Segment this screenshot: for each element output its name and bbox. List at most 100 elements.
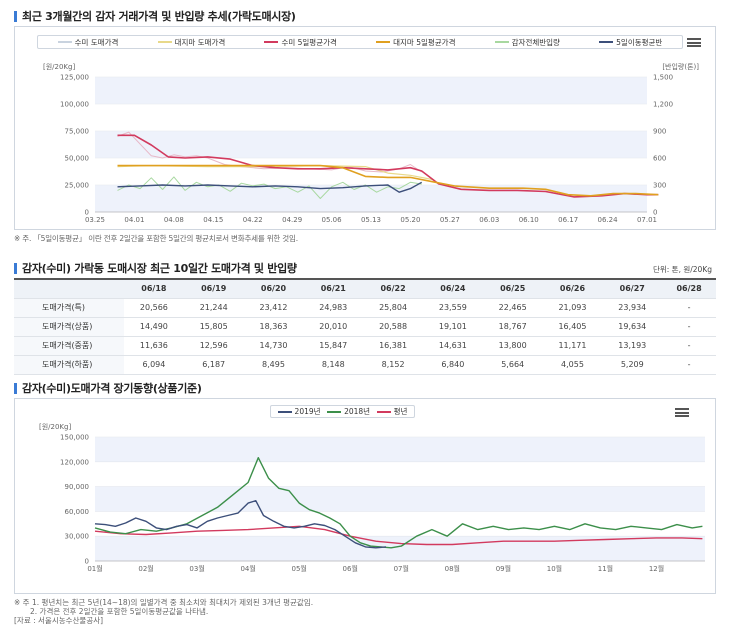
x-tick-label: 11월 <box>598 564 613 573</box>
y-axis-title: [원/20Kg] <box>39 422 71 431</box>
table-header-cell: 06/22 <box>363 278 423 299</box>
series-line <box>94 525 703 546</box>
table-header-cell: 06/18 <box>124 278 184 299</box>
x-tick-label: 05.13 <box>361 216 381 224</box>
y2-tick-label: 0 <box>653 209 657 217</box>
footnote-line-1: ※ 주 1. 평년치는 최근 5년(14~18)의 일별가격 중 최소치와 최대… <box>14 598 314 607</box>
x-tick-label: 03월 <box>189 564 204 573</box>
table-header-row: 06/18 06/19 06/20 06/21 06/22 06/24 06/25 06/26… <box>14 278 716 299</box>
table-cell: 23,934 <box>602 298 663 318</box>
section1-title: 최근 3개월간의 감자 거래가격 및 반입량 추세(가락도매시장) <box>14 8 296 24</box>
table-header-cell <box>14 278 124 299</box>
row-label: 도매가격(상품) <box>14 317 124 337</box>
table-cell: 18,363 <box>243 317 304 337</box>
x-tick-label: 07.01 <box>637 216 657 224</box>
table-row: 도매가격(중품) 11,636 12,596 14,730 15,847 16,381 14… <box>14 336 716 356</box>
legend-swatch <box>264 41 279 43</box>
legend-item[interactable]: 감자전체반입량 <box>494 37 560 48</box>
table-cell: - <box>662 355 716 375</box>
table-cell: 6,840 <box>422 355 483 375</box>
x-tick-label: 04.15 <box>203 216 223 224</box>
x-tick-label: 06.17 <box>558 216 578 224</box>
legend-swatch <box>376 41 391 43</box>
table-cell: 23,412 <box>243 298 304 318</box>
section2-title: 감자(수미) 가락동 도매시장 최근 10일간 도매가격 및 반입량 <box>14 260 297 276</box>
x-tick-label: 09월 <box>496 564 511 573</box>
legend-swatch <box>599 41 614 43</box>
y-tick-label: 75,000 <box>65 128 90 136</box>
x-tick-label: 07월 <box>394 564 409 573</box>
table-cell: 15,847 <box>303 336 364 356</box>
x-tick-label: 12월 <box>649 564 664 573</box>
table-row: 도매가격(상품) 14,490 15,805 18,363 20,010 20,588 19… <box>14 317 716 337</box>
table-header-cell: 06/21 <box>303 278 364 299</box>
table-cell: 6,187 <box>183 355 244 375</box>
grid-band <box>95 437 705 462</box>
row-label: 도매가격(특) <box>14 298 124 318</box>
y-tick-label: 100,000 <box>60 101 89 109</box>
legend-label: 수미 도매가격 <box>74 37 119 47</box>
table-cell: 15,805 <box>183 317 244 337</box>
table-row: 도매가격(특) 20,566 21,244 23,412 24,983 25,804 23,… <box>14 298 716 318</box>
y2-tick-label: 1,200 <box>653 101 673 109</box>
table-cell: 16,405 <box>542 317 603 337</box>
table-header-cell: 06/25 <box>482 278 543 299</box>
legend-item[interactable]: 평년 <box>376 406 408 417</box>
legend-item[interactable]: 수미 5일평균가격 <box>264 37 337 48</box>
x-tick-label: 03.25 <box>85 216 105 224</box>
table-cell: 13,193 <box>602 336 663 356</box>
y2-tick-label: 900 <box>653 128 666 136</box>
legend-item[interactable]: 5일이동평균반 <box>599 37 662 48</box>
table-cell: 16,381 <box>363 336 423 356</box>
table-cell: 6,094 <box>124 355 184 375</box>
legend-label: 수미 5일평균가격 <box>281 37 337 47</box>
section3-title: 감자(수미)도매가격 장기동향(상품기준) <box>14 380 202 396</box>
table-cell: 8,148 <box>303 355 364 375</box>
chart3-menu-icon[interactable] <box>675 408 689 417</box>
legend-swatch <box>157 41 172 43</box>
table-cell: 18,767 <box>482 317 543 337</box>
table-body: 도매가격(특) 20,566 21,244 23,412 24,983 25,804 23,… <box>14 298 716 375</box>
title-bar-icon <box>14 382 17 394</box>
long-term-chart: 2019년 2018년 평년 0 30,000 60,000 90,000 120,000 1… <box>14 398 716 594</box>
chart3-legend: 2019년 2018년 평년 <box>270 405 415 418</box>
y2-axis-title: [반입량(톤)] <box>662 62 699 71</box>
table-cell: 12,596 <box>183 336 244 356</box>
table-header-cell: 06/27 <box>602 278 663 299</box>
price-table: 06/18 06/19 06/20 06/21 06/22 06/24 06/25 06/26… <box>14 278 716 375</box>
grid-band <box>95 77 647 104</box>
chart1-menu-icon[interactable] <box>687 38 701 47</box>
title-bar-icon <box>14 10 17 22</box>
table-cell: 20,588 <box>363 317 423 337</box>
y2-tick-label: 600 <box>653 155 666 163</box>
legend-label: 대지마 도매가격 <box>174 37 226 47</box>
legend-item[interactable]: 대지마 도매가격 <box>157 37 226 48</box>
legend-swatch <box>494 41 509 43</box>
table-cell: 25,804 <box>363 298 423 318</box>
title-bar-icon <box>14 262 17 274</box>
legend-label: 2019년 <box>294 407 321 416</box>
series-line <box>117 164 659 197</box>
table-cell: 20,566 <box>124 298 184 318</box>
legend-swatch <box>277 410 292 413</box>
table-unit: 단위: 톤, 원/20Kg <box>652 265 712 274</box>
legend-item[interactable]: 수미 도매가격 <box>57 37 119 48</box>
footnote-source: [자료 : 서울시농수산물공사] <box>14 616 104 625</box>
table-cell: 21,093 <box>542 298 603 318</box>
x-tick-label: 05.27 <box>440 216 460 224</box>
x-tick-label: 04.22 <box>243 216 263 224</box>
table-cell: 14,631 <box>422 336 483 356</box>
legend-label: 평년 <box>393 407 408 416</box>
table-cell: 19,101 <box>422 317 483 337</box>
table-cell: 11,171 <box>542 336 603 356</box>
table-cell: 19,634 <box>602 317 663 337</box>
legend-item[interactable]: 대지마 5일평균가격 <box>376 37 455 48</box>
legend-item[interactable]: 2019년 <box>277 406 321 417</box>
y-axis-title: [원/20Kg] <box>43 62 75 71</box>
table-cell: 21,244 <box>183 298 244 318</box>
table-cell: 22,465 <box>482 298 543 318</box>
series-line <box>94 499 387 549</box>
legend-item[interactable]: 2018년 <box>327 406 370 417</box>
row-label: 도매가격(중품) <box>14 336 124 356</box>
x-tick-label: 08월 <box>445 564 460 573</box>
